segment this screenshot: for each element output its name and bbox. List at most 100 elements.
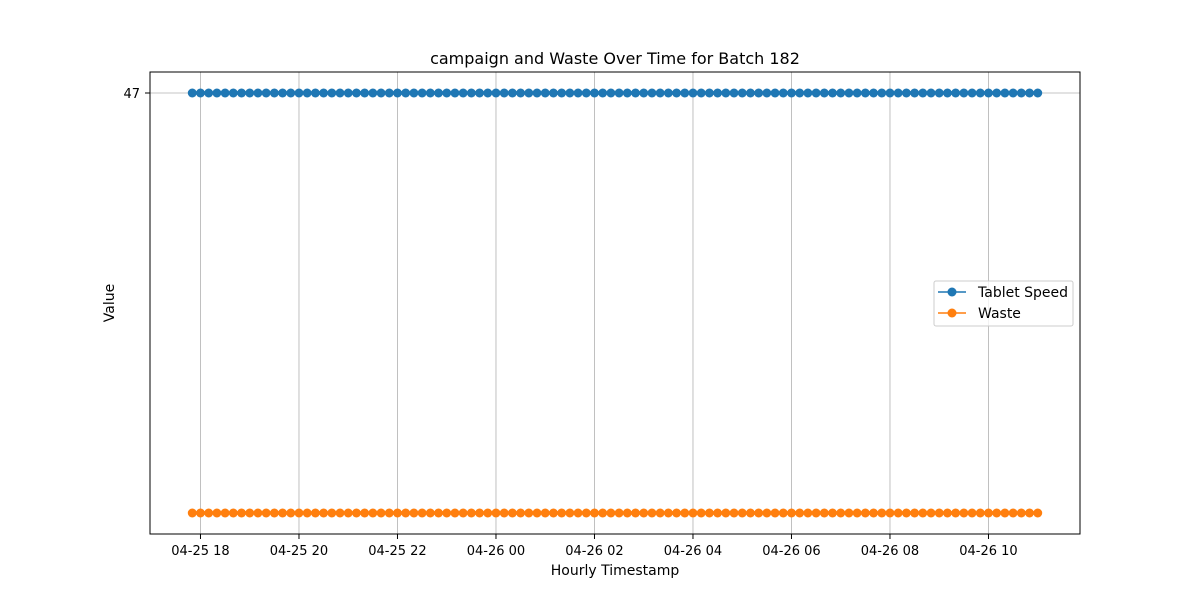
- data-point-waste: [598, 508, 608, 518]
- x-axis-label: Hourly Timestamp: [551, 563, 680, 579]
- data-point-tablet-speed: [368, 88, 378, 98]
- data-point-tablet-speed: [926, 88, 936, 98]
- data-point-tablet-speed: [614, 88, 624, 98]
- data-point-waste: [540, 508, 550, 518]
- legend-box: [933, 280, 1074, 327]
- data-point-waste: [532, 508, 542, 518]
- data-point-waste: [614, 508, 624, 518]
- data-point-tablet-speed: [384, 88, 394, 98]
- data-point-tablet-speed: [302, 88, 312, 98]
- data-point-waste: [434, 508, 444, 518]
- data-point-tablet-speed: [237, 88, 247, 98]
- data-point-waste: [360, 508, 370, 518]
- data-point-tablet-speed: [310, 88, 320, 98]
- data-point-waste: [893, 508, 903, 518]
- data-point-waste: [778, 508, 788, 518]
- data-point-tablet-speed: [589, 88, 599, 98]
- data-point-tablet-speed: [1033, 88, 1043, 98]
- data-point-tablet-speed: [499, 88, 509, 98]
- legend-label-waste: Waste: [978, 306, 1021, 322]
- data-point-waste: [483, 508, 493, 518]
- data-point-tablet-speed: [836, 88, 846, 98]
- x-tick-label: 04-26 10: [959, 544, 1017, 559]
- data-point-waste: [655, 508, 665, 518]
- data-point-tablet-speed: [401, 88, 411, 98]
- data-point-tablet-speed: [269, 88, 279, 98]
- data-point-waste: [754, 508, 764, 518]
- data-point-tablet-speed: [1000, 88, 1010, 98]
- data-point-tablet-speed: [1008, 88, 1018, 98]
- plot-area-frame: [149, 71, 1081, 535]
- data-point-waste: [622, 508, 632, 518]
- data-point-waste: [704, 508, 714, 518]
- data-point-waste: [926, 508, 936, 518]
- data-point-waste: [351, 508, 361, 518]
- legend: Tablet Speed Waste: [933, 280, 1074, 327]
- data-point-tablet-speed: [893, 88, 903, 98]
- data-point-waste: [212, 508, 222, 518]
- data-point-waste: [376, 508, 386, 518]
- data-point-waste: [499, 508, 509, 518]
- data-point-tablet-speed: [327, 88, 337, 98]
- data-point-tablet-speed: [204, 88, 214, 98]
- data-point-waste: [409, 508, 419, 518]
- data-point-waste: [384, 508, 394, 518]
- data-point-tablet-speed: [540, 88, 550, 98]
- data-point-waste: [573, 508, 583, 518]
- data-point-waste: [507, 508, 517, 518]
- data-point-tablet-speed: [992, 88, 1002, 98]
- y-tick-label: 47: [123, 87, 140, 102]
- data-point-tablet-speed: [721, 88, 731, 98]
- data-point-tablet-speed: [524, 88, 534, 98]
- x-tick-label: 04-26 06: [762, 544, 820, 559]
- data-point-waste: [811, 508, 821, 518]
- data-point-waste: [828, 508, 838, 518]
- data-point-tablet-speed: [442, 88, 452, 98]
- data-point-waste: [278, 508, 288, 518]
- data-point-tablet-speed: [778, 88, 788, 98]
- data-point-tablet-speed: [507, 88, 517, 98]
- data-point-waste: [901, 508, 911, 518]
- data-point-tablet-speed: [655, 88, 665, 98]
- data-point-waste: [565, 508, 575, 518]
- data-point-tablet-speed: [360, 88, 370, 98]
- data-point-tablet-speed: [581, 88, 591, 98]
- data-point-waste: [237, 508, 247, 518]
- data-point-tablet-speed: [663, 88, 673, 98]
- data-point-tablet-speed: [417, 88, 427, 98]
- data-point-tablet-speed: [606, 88, 616, 98]
- data-point-tablet-speed: [278, 88, 288, 98]
- data-point-tablet-speed: [885, 88, 895, 98]
- data-point-tablet-speed: [852, 88, 862, 98]
- data-point-tablet-speed: [803, 88, 813, 98]
- data-point-tablet-speed: [762, 88, 772, 98]
- data-point-waste: [589, 508, 599, 518]
- data-point-waste: [1025, 508, 1035, 518]
- data-point-tablet-speed: [951, 88, 961, 98]
- data-point-waste: [1008, 508, 1018, 518]
- data-point-waste: [877, 508, 887, 518]
- data-point-tablet-speed: [491, 88, 501, 98]
- chart-title: campaign and Waste Over Time for Batch 1…: [430, 49, 800, 68]
- data-point-tablet-speed: [294, 88, 304, 98]
- data-point-tablet-speed: [680, 88, 690, 98]
- data-point-waste: [934, 508, 944, 518]
- data-point-tablet-speed: [532, 88, 542, 98]
- data-point-tablet-speed: [622, 88, 632, 98]
- data-point-tablet-speed: [343, 88, 353, 98]
- data-point-waste: [910, 508, 920, 518]
- data-point-waste: [918, 508, 928, 518]
- data-point-waste: [836, 508, 846, 518]
- data-point-tablet-speed: [548, 88, 558, 98]
- data-point-waste: [335, 508, 345, 518]
- data-point-tablet-speed: [688, 88, 698, 98]
- data-point-tablet-speed: [704, 88, 714, 98]
- data-point-waste: [557, 508, 567, 518]
- data-point-tablet-speed: [475, 88, 485, 98]
- data-point-waste: [310, 508, 320, 518]
- legend-marker-waste: [947, 308, 957, 318]
- series-layer: [187, 88, 1043, 518]
- data-point-waste: [819, 508, 829, 518]
- data-point-tablet-speed: [598, 88, 608, 98]
